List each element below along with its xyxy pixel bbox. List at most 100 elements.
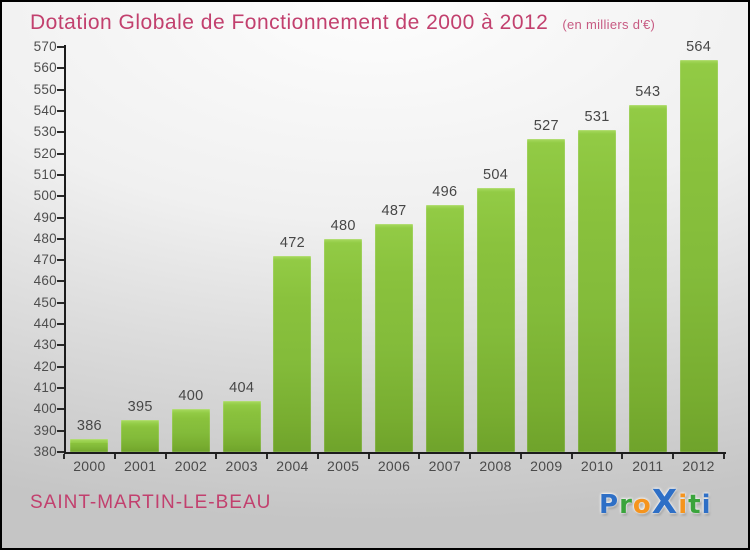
commune-name: SAINT-MARTIN-LE-BEAU [30,492,272,513]
logo-letter: P [599,490,620,520]
proxiti-logo[interactable]: ProXiti [599,484,712,523]
bar [324,238,363,452]
bar [70,439,109,452]
x-year-label: 2002 [174,458,208,474]
y-axis-tick [57,152,64,155]
logo-letter: r [619,490,633,520]
y-tick-label: 400 [33,401,57,417]
y-axis-tick [57,88,64,91]
logo-letter: i [701,490,712,520]
x-axis-tick [266,454,269,459]
x-axis-tick [418,454,421,459]
bar [222,400,261,452]
y-tick-label: 550 [33,81,57,97]
y-tick-label: 520 [33,145,57,161]
x-axis-tick [570,454,573,459]
bar-value-label: 496 [432,183,458,200]
bar [121,420,160,452]
bar-value-label: 531 [584,109,610,126]
x-axis-tick [672,454,675,459]
x-axis-tick [723,454,725,459]
y-axis-tick [57,323,64,326]
y-axis-tick [57,301,64,304]
y-axis-tick [57,280,64,283]
x-axis-tick [164,454,167,459]
x-year-label: 2006 [377,458,411,474]
y-axis-tick [57,216,64,219]
x-year-label: 2007 [428,458,461,474]
y-tick-label: 430 [33,337,57,353]
x-axis-tick [469,454,472,459]
chart-title: Dotation Globale de Fonctionnement de 20… [30,11,549,34]
y-tick-label: 410 [33,380,57,396]
y-tick-label: 560 [33,60,57,76]
logo-letter: i [678,490,689,520]
x-year-label: 2005 [327,458,360,474]
x-year-label: 2000 [73,458,106,474]
x-year-label: 2011 [632,458,664,474]
y-axis-tick [57,408,64,411]
y-axis-tick [57,46,64,48]
bar-value-label: 472 [279,234,305,251]
bar-value-label: 404 [229,379,255,396]
bar-value-label: 564 [686,38,712,55]
bar [171,409,210,452]
logo-letter: o [632,490,652,520]
y-axis-line [64,45,66,454]
x-year-label: 2009 [530,458,563,474]
chart-subtitle: (en milliers d'€) [562,17,656,32]
bar-value-label: 395 [127,399,153,416]
bar [527,138,566,452]
bar-value-label: 386 [76,418,102,435]
bar-value-label: 487 [381,202,407,219]
bar [628,104,667,452]
y-tick-label: 380 [33,444,57,459]
x-axis-tick [621,454,624,459]
y-axis-tick [57,173,64,176]
x-axis-tick [367,454,370,459]
title-row: Dotation Globale de Fonctionnement de 20… [30,11,655,35]
y-axis-tick [57,365,64,368]
y-tick-label: 570 [33,39,57,54]
x-year-label: 2012 [682,458,715,474]
y-tick-label: 390 [33,422,57,438]
y-tick-label: 510 [33,166,57,182]
x-year-label: 2003 [225,458,258,474]
y-axis-tick [57,131,64,134]
bar-value-label: 480 [330,217,356,234]
y-tick-label: 450 [33,294,57,310]
bar-value-label: 543 [635,83,661,100]
bar-value-label: 504 [482,166,509,183]
x-axis-tick [215,454,218,459]
x-axis-tick [316,454,319,459]
y-tick-label: 540 [33,102,57,118]
y-axis-tick [57,195,64,198]
bar [679,59,718,452]
y-tick-label: 440 [33,316,57,332]
x-axis-line [64,452,726,454]
x-year-label: 2001 [123,458,157,474]
y-tick-label: 490 [33,209,57,225]
x-year-label: 2008 [479,458,512,474]
y-axis-tick [57,259,64,262]
y-tick-label: 500 [33,188,57,204]
y-tick-label: 480 [33,230,57,246]
bar [476,187,515,452]
y-axis-tick [57,344,64,347]
x-year-label: 2010 [580,458,614,474]
x-axis-tick [113,454,116,459]
y-tick-label: 460 [33,273,57,289]
y-tick-label: 530 [33,124,57,140]
y-tick-label: 420 [33,358,57,374]
bar-value-label: 527 [533,117,559,134]
bar [375,223,413,452]
logo-letter: X [651,482,679,521]
logo-letter: t [688,490,702,520]
y-axis-tick [57,387,64,390]
bar-value-label: 400 [178,388,204,405]
y-axis-tick [57,237,64,240]
bar [273,255,312,452]
y-axis-tick [57,109,64,112]
x-axis-tick [63,454,65,459]
